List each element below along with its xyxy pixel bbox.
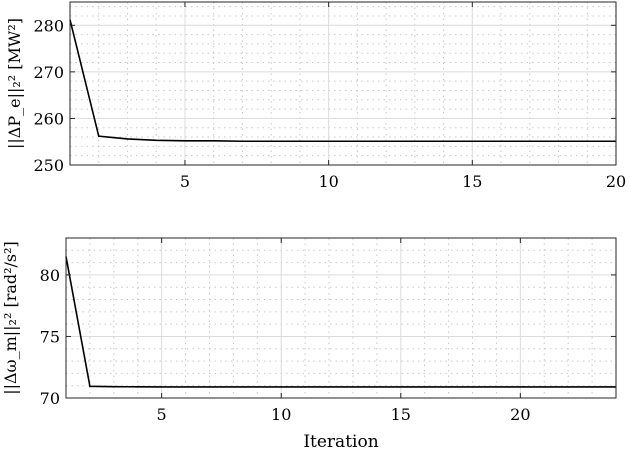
x-tick-label: 20 [606,172,626,191]
y-axis-label: ||Δω_m||₂² [rad²/s²] [1,241,20,395]
series-line-1 [65,256,616,388]
axes-frame [65,237,617,399]
series-line-1 [69,19,616,143]
x-tick-label: 15 [391,405,411,424]
y-tick-label: 80 [40,266,60,285]
x-tick-label: 10 [318,172,338,191]
y-axis-label: ||ΔP_e||₂² [MW²] [5,18,24,149]
x-tick-label: 5 [180,172,190,191]
chart-panel-1: 5 10 15 20 250 260 270 280 ||ΔP_e||₂² [MW²] [5,1,626,191]
x-tick-label: 5 [157,405,167,424]
x-tick-label: 15 [462,172,482,191]
y-tick-label: 280 [33,16,64,35]
y-tick-label: 270 [33,63,64,82]
plot-area [66,238,616,398]
plot-area [70,2,616,165]
y-tick-label: 70 [40,389,60,408]
x-tick-label: 10 [271,405,291,424]
chart-panel-2: 5 10 15 20 70 75 80 ||Δω_m||₂² [rad²/s²] Iterati… [1,237,617,452]
axes-frame [69,1,617,166]
x-tick-label: 20 [510,405,530,424]
x-axis-label: Iteration [303,432,378,452]
y-tick-label: 260 [33,109,64,128]
y-tick-label: 250 [33,156,64,175]
y-tick-label: 75 [40,327,60,346]
